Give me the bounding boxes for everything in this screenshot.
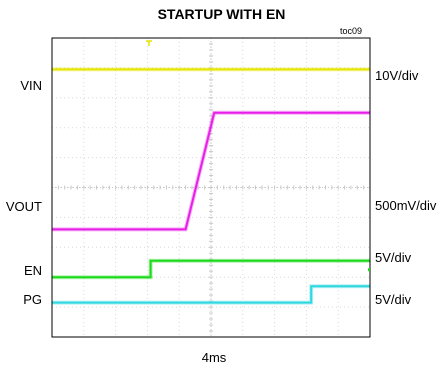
vin-channel-label: VIN	[20, 78, 42, 93]
timebase-label: 4ms	[201, 350, 227, 365]
en-level-marker	[368, 268, 370, 272]
pg-scale-label: 5V/div	[375, 292, 412, 307]
vout-channel-label: VOUT	[5, 199, 42, 214]
grid	[51, 37, 371, 338]
plot-frame	[51, 37, 371, 338]
traces	[52, 67, 370, 305]
chart-title: STARTUP WITH EN	[157, 6, 286, 22]
en-channel-label: EN	[23, 263, 42, 278]
vin-scale-label: 10V/div	[375, 68, 419, 83]
trigger-position-marker	[146, 40, 152, 46]
trace-vout	[52, 111, 370, 231]
pg-channel-label: PG	[23, 292, 42, 307]
trigger-markers	[146, 40, 370, 272]
trace-pg	[52, 285, 370, 304]
trace-en	[52, 259, 370, 279]
vout-scale-label: 500mV/div	[375, 198, 437, 213]
figure-code: toc09	[340, 26, 363, 36]
en-scale-label: 5V/div	[375, 250, 412, 265]
